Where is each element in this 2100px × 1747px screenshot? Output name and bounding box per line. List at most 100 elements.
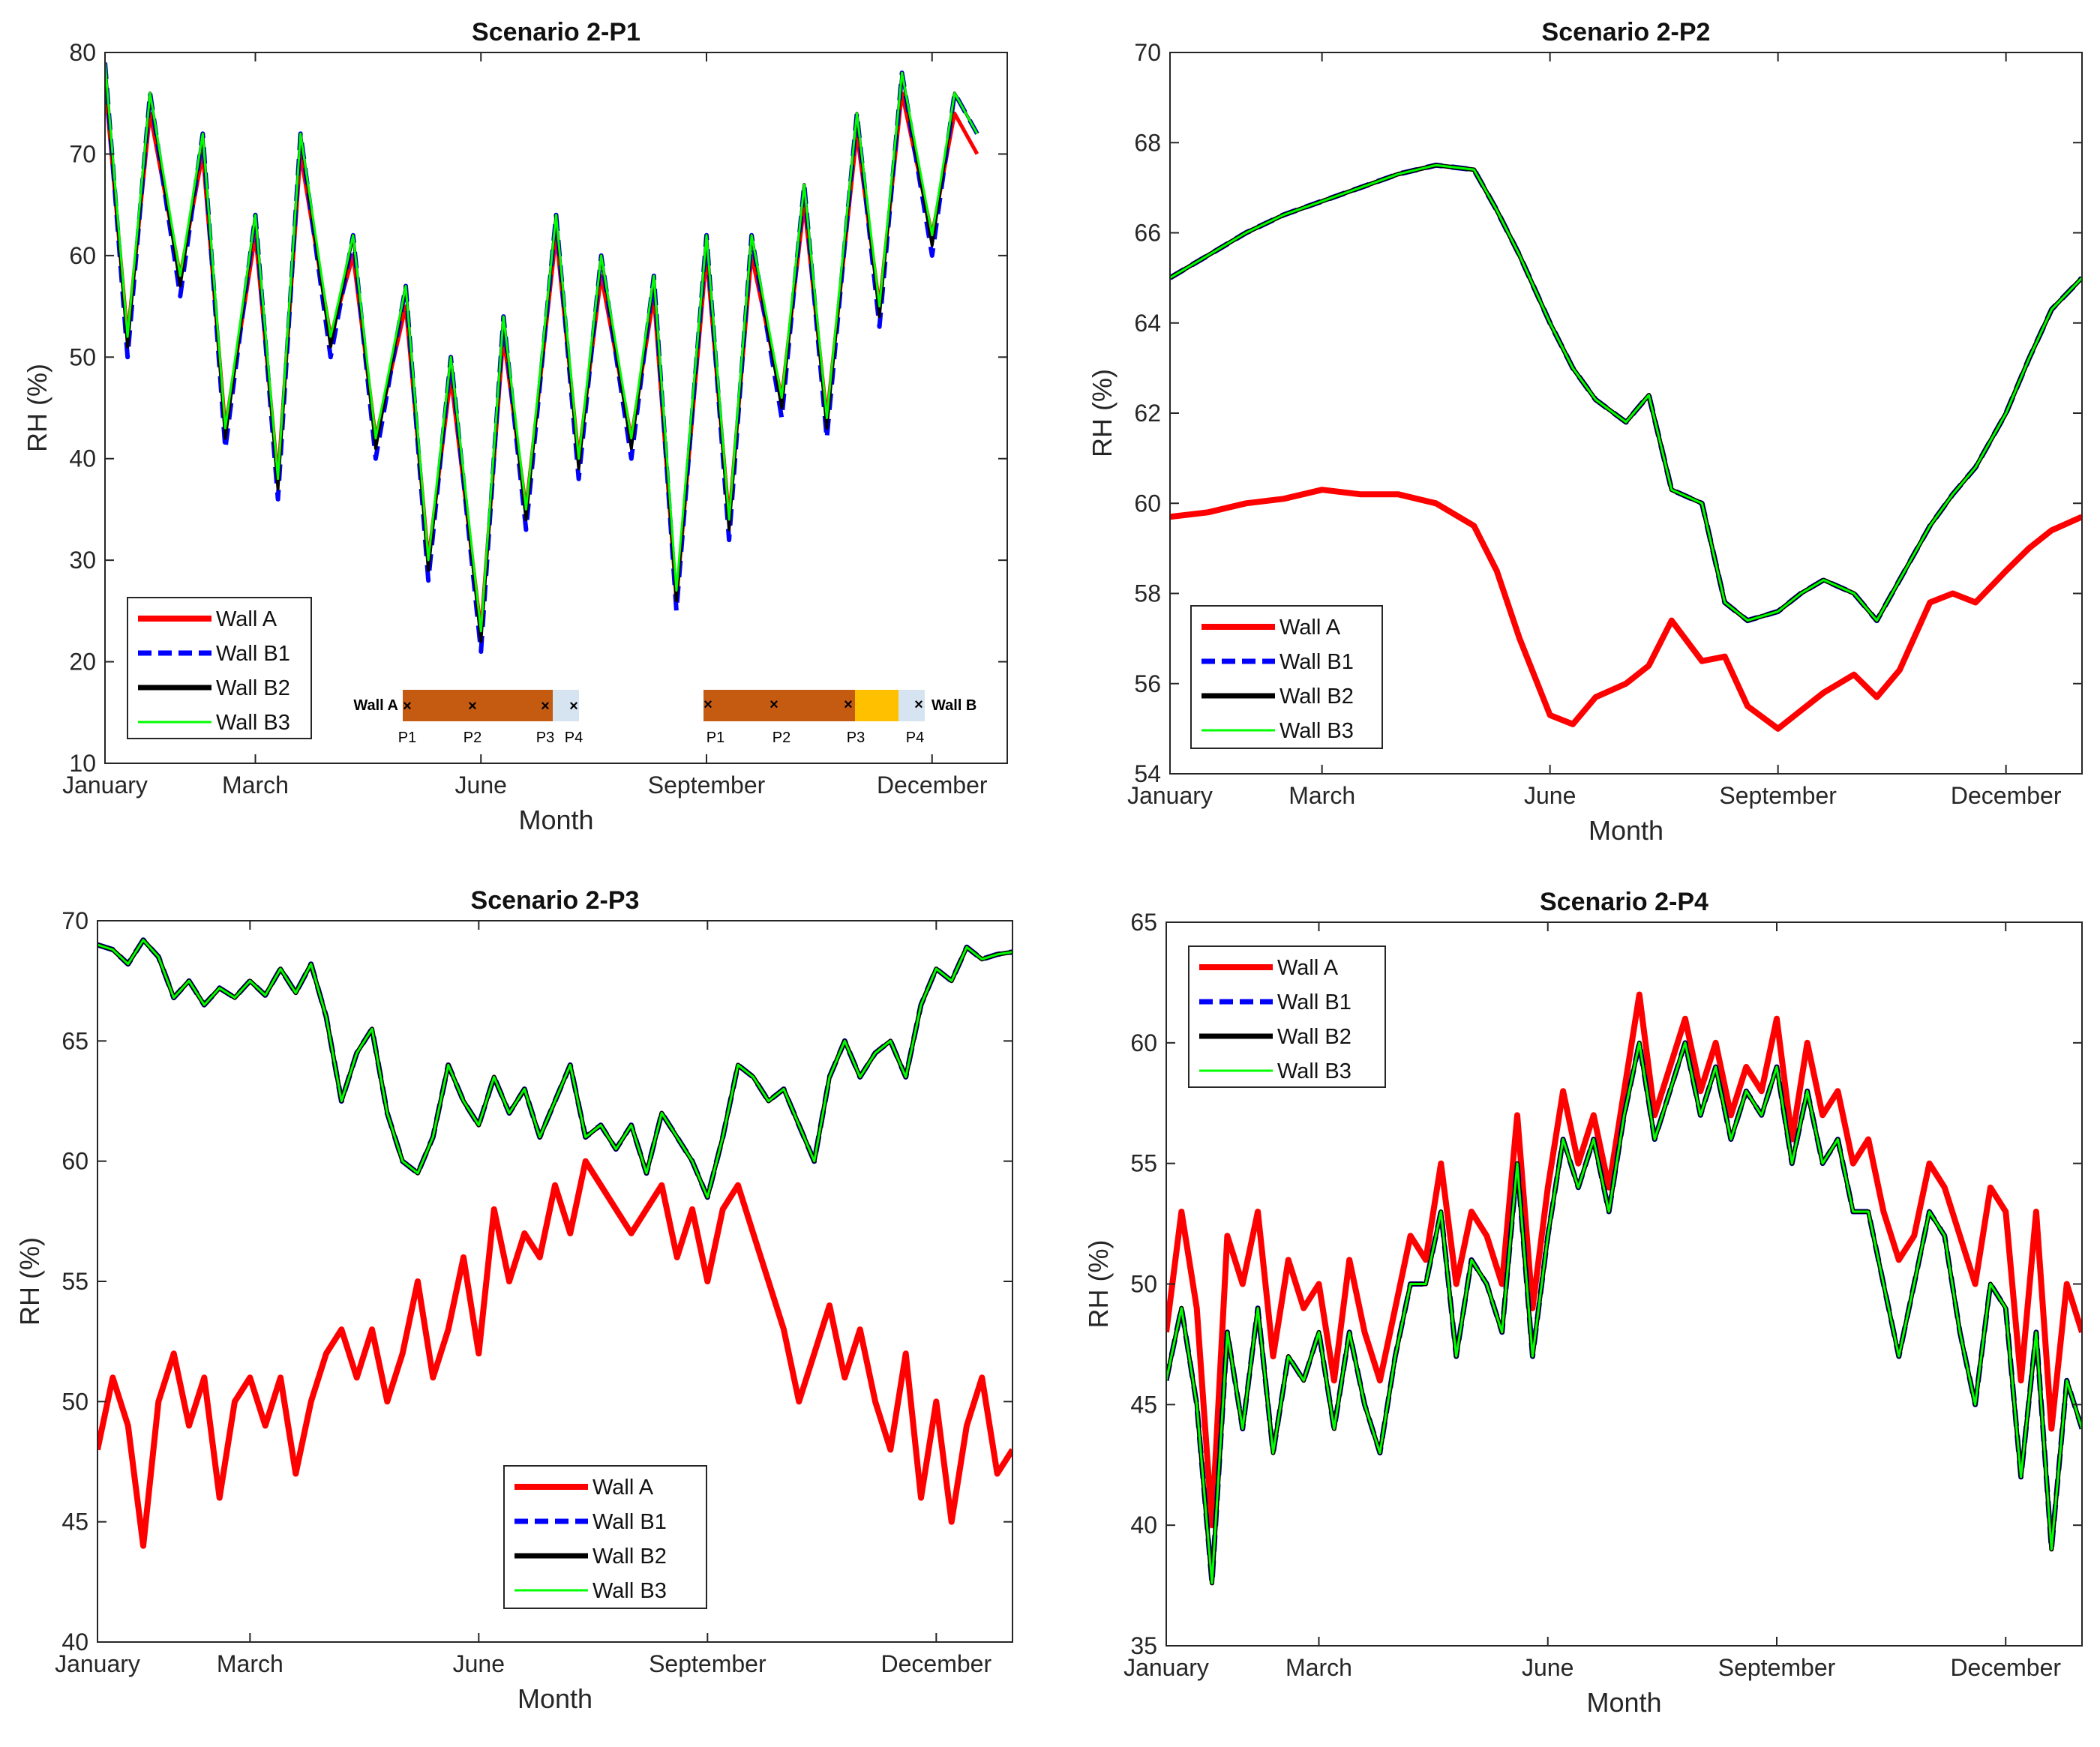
y-tick-label: 70: [1134, 39, 1161, 66]
y-tick-label: 68: [1134, 129, 1161, 156]
x-tick-label: December: [1951, 782, 2062, 809]
x-tick-label: January: [62, 772, 148, 799]
axes-frame: [104, 52, 1008, 764]
series-line-wall-a: [1166, 991, 2082, 1529]
y-tick-label: 20: [69, 649, 96, 676]
chart-title: Scenario 2-P1: [472, 18, 640, 46]
y-tick-label: 35: [1130, 1632, 1157, 1659]
series-line-wall-a: [1170, 487, 2082, 732]
wall-a-point-label: P4: [565, 730, 583, 746]
chart-panel-2: 54 56 58 60 62 64 66 68 70 January March June Septem…: [1087, 18, 2083, 846]
legend-label: Wall B2: [1280, 685, 1354, 709]
series-line-wall-b3: [98, 939, 1012, 1199]
wall-b-brick-layer: [704, 690, 855, 721]
legend: Wall A Wall B1 Wall B2 Wall B3: [503, 1465, 707, 1609]
legend: Wall A Wall B1 Wall B2 Wall B3: [1188, 945, 1386, 1088]
x-tick-label: January: [55, 1650, 140, 1677]
x-axis-label: Month: [518, 1683, 592, 1714]
x-tick-label: March: [217, 1650, 284, 1677]
legend-label: Wall B3: [592, 1579, 667, 1603]
legend-label: Wall B2: [1277, 1025, 1352, 1049]
chart-title: Scenario 2-P3: [471, 886, 640, 915]
x-axis-label: Month: [518, 805, 593, 835]
x-tick-label: January: [1127, 782, 1213, 809]
chart-panel-1: 10 20 30 40 50 60 70 80 January March June Septembe…: [22, 18, 1008, 835]
wall-a-point-label: P1: [398, 730, 416, 746]
legend-label: Wall B1: [1277, 990, 1352, 1014]
wall-b-point-label: P1: [706, 730, 724, 746]
wall-b-point-marker: ×: [914, 697, 923, 713]
x-tick-label: September: [1718, 1654, 1836, 1681]
y-tick-label: 50: [62, 1388, 88, 1415]
y-tick-label: 55: [62, 1268, 88, 1295]
legend-label: Wall B1: [592, 1510, 667, 1534]
wall-b-point-label: P2: [772, 730, 790, 746]
y-tick-label: 64: [1134, 310, 1161, 337]
y-tick-label: 56: [1134, 670, 1161, 697]
x-tick-label: March: [1286, 1654, 1352, 1681]
series-group: [98, 937, 1012, 1549]
series-line-wall-b3: [1170, 163, 2082, 622]
legend-label: Wall B3: [1277, 1059, 1352, 1083]
chart-panel-3: 40 45 50 55 60 65 70 January March June September D…: [14, 886, 1013, 1714]
y-tick-label: 65: [62, 1027, 88, 1054]
y-tick-label: 40: [1130, 1512, 1157, 1539]
y-tick-label: 80: [69, 39, 96, 66]
y-tick-label: 58: [1134, 580, 1161, 607]
legend-label: Wall B1: [1280, 650, 1354, 674]
chart-panel-4: 35 40 45 50 55 60 65 January March June September D…: [1083, 888, 2083, 1718]
y-tick-label: 55: [1130, 1150, 1157, 1177]
series-group: [105, 62, 980, 654]
y-tick-label: 30: [69, 547, 96, 574]
wall-b-point-marker: ×: [770, 697, 778, 713]
wall-a-point-label: P2: [464, 730, 482, 746]
y-tick-label: 50: [1130, 1271, 1157, 1298]
wall-a-label: Wall A: [353, 697, 398, 714]
y-axis-label: RH (%): [1083, 1240, 1114, 1329]
legend-label: Wall A: [1277, 956, 1339, 980]
wall-b-label: Wall B: [932, 697, 976, 714]
x-tick-label: December: [1950, 1654, 2061, 1681]
y-tick-label: 60: [69, 242, 96, 269]
x-axis-label: Month: [1588, 815, 1664, 846]
wall-b-plaster-layer: [898, 690, 925, 721]
y-tick-label: 54: [1134, 760, 1161, 787]
x-tick-label: December: [881, 1650, 992, 1677]
wall-a-point-marker: ×: [468, 698, 477, 715]
legend-label: Wall A: [592, 1476, 654, 1500]
y-tick-label: 50: [69, 343, 96, 370]
y-tick-label: 45: [62, 1509, 88, 1536]
legend-label: Wall A: [216, 607, 278, 631]
x-tick-label: September: [649, 1650, 766, 1677]
x-tick-label: September: [648, 772, 766, 799]
wall-b-insulation-layer: [855, 690, 898, 721]
x-tick-label: June: [455, 772, 507, 799]
legend: Wall A Wall B1 Wall B2 Wall B3: [1190, 605, 1383, 749]
y-tick-label: 65: [1130, 909, 1157, 936]
legend-label: Wall B2: [592, 1545, 667, 1569]
x-tick-label: March: [222, 772, 289, 799]
x-tick-label: June: [1524, 782, 1576, 809]
y-tick-label: 60: [1130, 1029, 1157, 1056]
x-tick-label: January: [1124, 1654, 1209, 1681]
y-axis-label: RH (%): [1087, 369, 1118, 457]
wall-a-plaster-layer: [553, 690, 579, 721]
y-tick-label: 60: [1134, 490, 1161, 517]
legend-label: Wall A: [1280, 616, 1341, 640]
chart-title: Scenario 2-P2: [1542, 18, 1711, 46]
wall-a-point-marker: ×: [569, 698, 578, 715]
wall-a-point-marker: ×: [403, 698, 412, 715]
y-tick-label: 70: [62, 907, 88, 934]
legend-label: Wall B3: [216, 711, 290, 735]
y-axis-label: RH (%): [22, 364, 52, 452]
wall-b-point-label: P4: [906, 730, 924, 746]
x-axis-label: Month: [1586, 1687, 1661, 1718]
series-group: [1166, 991, 2082, 1586]
wall-a-point-marker: ×: [541, 698, 550, 715]
legend-label: Wall B2: [216, 676, 290, 700]
legend: Wall A Wall B1 Wall B2 Wall B3: [127, 597, 312, 739]
chart-title: Scenario 2-P4: [1540, 888, 1708, 916]
x-tick-label: June: [453, 1650, 505, 1677]
wall-a-brick-layer: [403, 690, 553, 721]
